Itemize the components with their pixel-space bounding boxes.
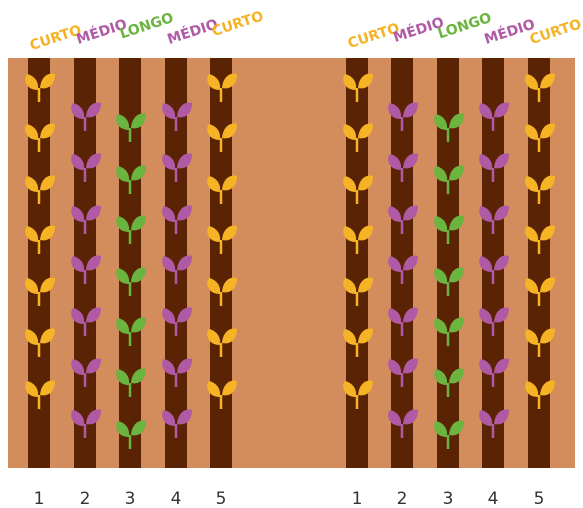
row-number: 1 [352, 489, 363, 508]
row-number: 3 [125, 489, 136, 508]
planting-diagram: CURTO1MÉDIO2LONGO3MÉDIO4CURTO5CURTO1MÉDI… [0, 0, 583, 508]
row-label: CURTO [210, 8, 266, 40]
row-number: 4 [171, 489, 182, 508]
row-number: 3 [443, 489, 454, 508]
row-number: 2 [80, 489, 91, 508]
row-number: 1 [34, 489, 45, 508]
row-label: CURTO [528, 16, 583, 48]
row-number: 2 [397, 489, 408, 508]
row-number: 5 [534, 489, 545, 508]
row-number: 5 [216, 489, 227, 508]
row-number: 4 [488, 489, 499, 508]
